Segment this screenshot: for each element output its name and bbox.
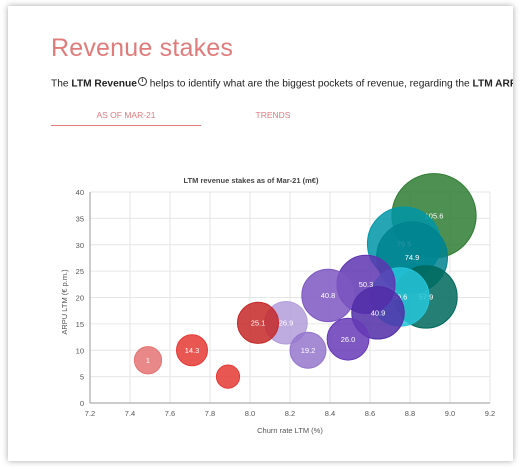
y-tick-label: 40 xyxy=(76,188,84,197)
intro-middle: helps to identify what are the biggest p… xyxy=(146,78,473,90)
bubble-point xyxy=(301,268,355,323)
bubble-point xyxy=(133,346,163,375)
y-tick-label: 5 xyxy=(80,373,84,382)
bubble-point xyxy=(326,317,370,361)
y-tick-label: 20 xyxy=(76,294,84,303)
tab-as-of-mar-21[interactable]: AS OF MAR-21 xyxy=(96,110,156,120)
bubble-label: 14.3 xyxy=(185,346,200,355)
x-tick-label: 8.0 xyxy=(245,409,255,418)
bubble-point xyxy=(215,364,241,389)
bubble-label: 105.6 xyxy=(425,211,444,220)
bubble-label: 25.1 xyxy=(251,318,266,327)
x-tick-label: 7.4 xyxy=(125,409,135,418)
ltm-arpu-term: LTM ARPU xyxy=(472,78,513,90)
y-axis-label: ARPU LTM (€ p.m.) xyxy=(60,269,69,335)
bubble-label: 26.0 xyxy=(341,335,356,344)
tab-trends[interactable]: TRENDS xyxy=(255,110,291,120)
y-tick-label: 30 xyxy=(76,241,84,250)
x-tick-label: 8.8 xyxy=(405,409,415,418)
x-axis-label: Churn rate LTM (%) xyxy=(257,426,323,435)
y-tick-label: 10 xyxy=(76,346,84,355)
y-tick-label: 0 xyxy=(80,399,84,408)
x-tick-label: 8.6 xyxy=(365,409,375,418)
bubble-label: 74.9 xyxy=(405,253,420,262)
bubble-label: 19.2 xyxy=(301,346,316,355)
x-tick-label: 8.4 xyxy=(325,409,335,418)
dashboard-panel: Revenue stakes The LTM Revenue i helps to… xyxy=(8,6,513,461)
page-title: Revenue stakes xyxy=(51,34,234,62)
bubble-point xyxy=(351,286,405,340)
ltm-revenue-term: LTM Revenue xyxy=(71,78,137,90)
bubble-point xyxy=(289,331,327,369)
bubble-label: 50.3 xyxy=(359,280,374,289)
y-tick-label: 35 xyxy=(76,214,84,223)
bubble-chart: LTM revenue stakes as of Mar-21 (m€) 7.2… xyxy=(60,173,496,435)
x-tick-label: 9.2 xyxy=(485,409,495,418)
bubble-label: 50.6 xyxy=(393,293,408,302)
bubble-point xyxy=(236,301,280,344)
bubble-point xyxy=(175,334,209,367)
active-tab-underline xyxy=(51,125,201,126)
x-tick-label: 8.2 xyxy=(285,409,295,418)
info-icon[interactable]: i xyxy=(137,77,147,86)
intro-text: The LTM Revenue i helps to identify what … xyxy=(51,77,513,89)
bubble-label: 40.9 xyxy=(371,308,386,317)
y-tick-label: 15 xyxy=(76,320,84,329)
intro-prefix: The xyxy=(51,78,72,90)
x-tick-label: 7.6 xyxy=(165,409,175,418)
bubble-label: 1 xyxy=(146,356,150,365)
x-tick-label: 7.2 xyxy=(85,409,95,418)
bubble-label: 40.8 xyxy=(321,291,336,300)
bubble-label: 26.9 xyxy=(279,318,294,327)
x-tick-label: 7.8 xyxy=(205,409,215,418)
chart-bubbles: 105.679.574.957.950.650.340.840.926.026.… xyxy=(133,173,477,389)
x-tick-label: 9.0 xyxy=(445,409,455,418)
chart-title: LTM revenue stakes as of Mar-21 (m€) xyxy=(184,176,319,185)
chart-axes: 7.2 7.4 7.6 7.8 8.0 8.2 8.4 8.6 8.8 9.0 9.2 0 5 10 15 2… xyxy=(76,188,496,418)
y-tick-label: 25 xyxy=(76,267,84,276)
